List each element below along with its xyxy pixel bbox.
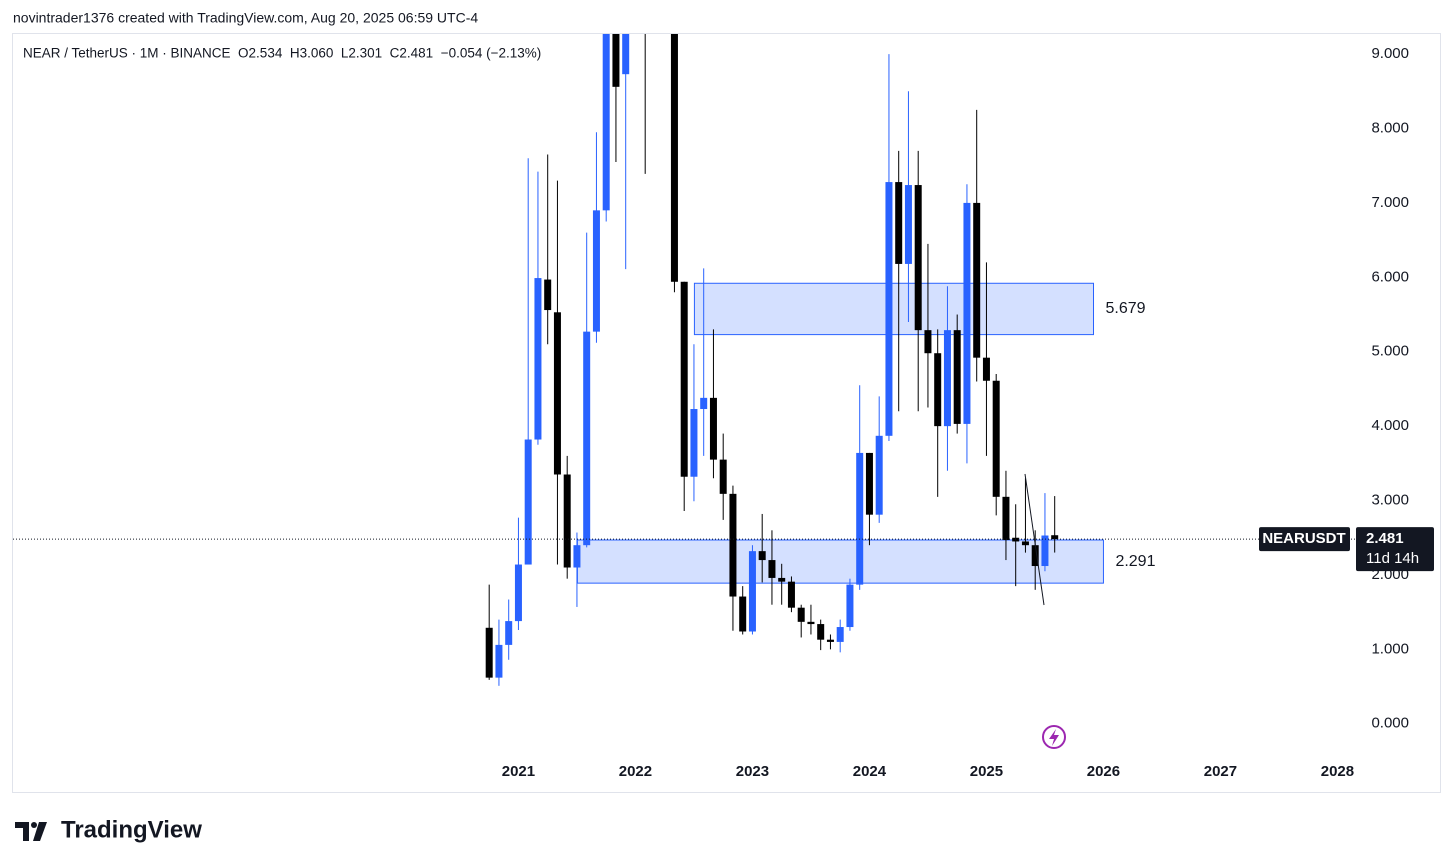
candle-body <box>914 185 922 331</box>
candle-body <box>817 624 825 640</box>
x-tick-label: 2026 <box>1087 763 1120 780</box>
symbol-tag <box>1259 527 1350 552</box>
candle-body <box>544 279 552 311</box>
attribution: novintrader1376 created with TradingView… <box>13 10 478 26</box>
candle-body <box>612 34 620 87</box>
x-tick-label: 2023 <box>736 763 769 780</box>
candle-body <box>836 627 844 642</box>
candle-body <box>973 202 981 358</box>
y-tick-label: 5.000 <box>1371 343 1409 360</box>
y-tick-label: 6.000 <box>1371 268 1409 285</box>
candle-body <box>885 182 893 436</box>
candle-body <box>680 281 688 477</box>
candle-body <box>524 439 532 565</box>
candle-body <box>1051 535 1059 540</box>
candle-body <box>963 202 971 424</box>
candle-body <box>787 581 795 608</box>
plot-area: 5.679 2.291 <box>485 34 1156 686</box>
candle-body <box>553 312 561 475</box>
chart-frame <box>12 33 1441 793</box>
price-tag <box>1356 527 1434 572</box>
price-tag-value: 2.481 <box>1366 530 1404 547</box>
candle-body <box>709 397 717 460</box>
candle-body <box>953 330 961 424</box>
symbol-header: NEAR / TetherUS · 1M · BINANCE O2.534 H3… <box>23 46 541 61</box>
candle-body <box>768 560 776 578</box>
y-tick-label: 4.000 <box>1371 417 1409 434</box>
candle-body <box>1041 535 1049 567</box>
symbol-tag-label: NEARUSDT <box>1262 530 1345 547</box>
x-tick-label: 2024 <box>853 763 887 780</box>
candle-body <box>865 452 873 515</box>
candle-body <box>758 551 766 561</box>
trend-line <box>1024 473 1045 606</box>
brand-logo: TradingView <box>15 816 202 843</box>
candle-body <box>485 627 493 678</box>
candle-body <box>505 621 513 645</box>
candle-body <box>563 474 571 568</box>
y-tick-label: 9.000 <box>1371 45 1409 62</box>
zone-label: 5.679 <box>1106 300 1146 317</box>
zone <box>693 282 1095 336</box>
x-tick-label: 2028 <box>1321 763 1354 780</box>
candle-body <box>602 34 610 211</box>
x-tick-label: 2021 <box>502 763 535 780</box>
candle-body <box>895 182 903 264</box>
candle-body <box>875 435 883 515</box>
candle-body <box>807 621 815 625</box>
x-tick-label: 2027 <box>1204 763 1237 780</box>
brand-name: TradingView <box>61 816 202 843</box>
zone <box>576 539 1104 584</box>
candle-body <box>982 357 990 381</box>
y-tick-label: 8.000 <box>1371 119 1409 136</box>
candle-body <box>943 330 951 427</box>
candle-body <box>826 639 834 642</box>
candle-body <box>992 380 1000 497</box>
flash-icon[interactable] <box>1042 725 1066 749</box>
candle-body <box>690 409 698 477</box>
candle-body <box>1031 545 1039 567</box>
x-tick-label: 2025 <box>970 763 1003 780</box>
candle-body <box>534 278 542 440</box>
candle-body <box>719 459 727 494</box>
zone-label: 2.291 <box>1115 553 1155 570</box>
candle-body <box>592 210 600 332</box>
candle-body <box>1002 496 1010 540</box>
candle-body <box>924 330 932 354</box>
candle-body <box>778 577 786 582</box>
x-tick-label: 2022 <box>619 763 652 780</box>
candle-body <box>856 452 864 585</box>
candle-body <box>846 584 854 628</box>
y-tick-label: 1.000 <box>1371 640 1409 657</box>
y-tick-label: 3.000 <box>1371 492 1409 509</box>
candle-body <box>622 34 630 75</box>
candle-body <box>904 185 912 264</box>
candle-body <box>583 331 591 546</box>
candle-body <box>573 545 581 568</box>
price-tag-countdown: 11d 14h <box>1366 550 1419 567</box>
candle-body <box>514 564 522 622</box>
candle-body <box>934 353 942 427</box>
candle-body <box>797 607 805 622</box>
candle-body <box>748 551 756 632</box>
candle-body <box>729 493 737 597</box>
y-tick-label: 7.000 <box>1371 194 1409 211</box>
candle-body <box>700 397 708 410</box>
candle-body <box>495 644 503 678</box>
candle-body <box>739 596 747 632</box>
candle-body <box>670 34 678 282</box>
candle-body <box>1021 541 1029 546</box>
y-tick-label: 0.000 <box>1371 715 1409 732</box>
